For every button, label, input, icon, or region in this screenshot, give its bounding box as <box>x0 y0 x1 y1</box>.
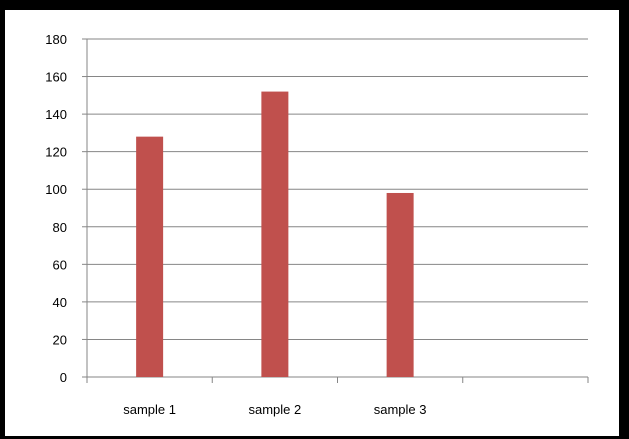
bars <box>136 92 414 377</box>
y-tick-label: 160 <box>45 70 67 85</box>
y-tick-label: 60 <box>53 257 67 272</box>
y-tick-label: 80 <box>53 220 67 235</box>
y-tick-label: 0 <box>60 370 67 385</box>
y-tick-label: 100 <box>45 182 67 197</box>
y-tick-label: 20 <box>53 332 67 347</box>
y-tick-label: 140 <box>45 107 67 122</box>
y-tick-label: 40 <box>53 295 67 310</box>
y-tick-label: 180 <box>45 32 67 47</box>
x-tick-label: sample 1 <box>123 402 176 417</box>
x-tick-label: sample 2 <box>249 402 302 417</box>
x-tick-label: sample 3 <box>374 402 427 417</box>
bar-sample-2 <box>261 92 288 377</box>
x-axis: sample 1 sample 2 sample 3 <box>87 377 588 417</box>
y-axis: 0 20 40 60 80 100 120 140 160 180 <box>45 32 87 385</box>
y-tick-label: 120 <box>45 145 67 160</box>
bar-sample-1 <box>136 137 163 377</box>
bar-sample-3 <box>387 193 414 377</box>
